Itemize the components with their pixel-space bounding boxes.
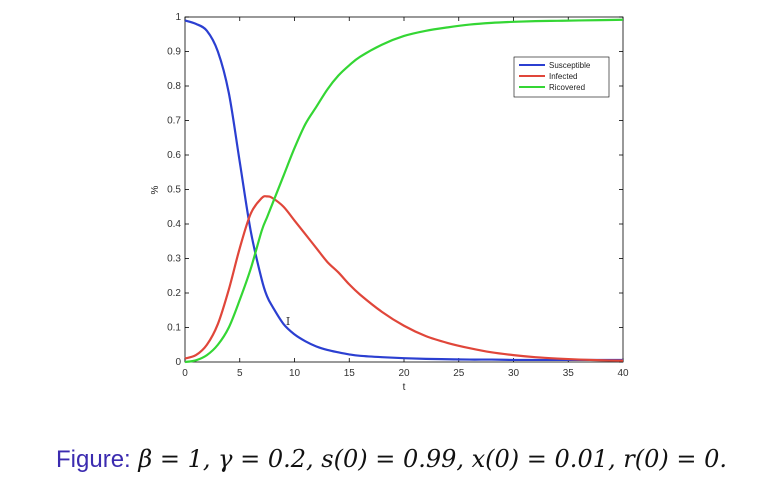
x-axis-label: t bbox=[403, 382, 406, 393]
y-tick-label: 0.4 bbox=[167, 219, 181, 230]
x-tick-label: 20 bbox=[398, 368, 410, 379]
x-tick-label: 0 bbox=[182, 368, 188, 379]
series-layer bbox=[184, 18, 624, 364]
x-tick-label: 10 bbox=[289, 368, 301, 379]
figure-caption: Figure: β = 1, γ = 0.2, s(0) = 0.99, x(0… bbox=[0, 445, 783, 474]
caption-label: Figure: bbox=[56, 446, 131, 473]
legend-label-infected: Infected bbox=[549, 72, 577, 81]
y-tick-label: 0 bbox=[175, 357, 181, 368]
y-tick-label: 1 bbox=[175, 12, 181, 23]
y-tick-label: 0.1 bbox=[167, 323, 181, 334]
series-line-ricovered bbox=[184, 18, 624, 364]
sir-line-chart: 0 5 10 15 20 25 30 35 40 00.10.20.30.40.50.60.70… bbox=[150, 12, 629, 393]
y-tick-label: 0.5 bbox=[167, 185, 181, 196]
x-tick-label: 40 bbox=[617, 368, 629, 379]
x-tick-label: 5 bbox=[237, 368, 243, 379]
series-line-infected bbox=[184, 195, 624, 362]
y-tick-label: 0.8 bbox=[167, 81, 181, 92]
caption-text: β = 1, γ = 0.2, s(0) = 0.99, x(0) = 0.01… bbox=[138, 445, 727, 473]
y-tick-label: 0.9 bbox=[167, 47, 181, 58]
x-tick-label: 25 bbox=[453, 368, 465, 379]
y-tick-label: 0.3 bbox=[167, 254, 181, 265]
cursor-annotation: I bbox=[286, 315, 290, 328]
y-tick-label: 0.7 bbox=[167, 116, 181, 127]
series-line-susceptible bbox=[184, 19, 623, 362]
y-axis-label: % bbox=[150, 185, 161, 194]
y-axis-ticks: 0 0.1 0.2 0.3 0.4 0.5 0.6 0.7 0.8 0.9 1 bbox=[167, 12, 623, 368]
y-tick-label: 0.6 bbox=[167, 150, 181, 161]
legend-label-susceptible: Susceptible bbox=[549, 61, 591, 70]
y-tick-label: 0.2 bbox=[167, 288, 181, 299]
x-tick-label: 30 bbox=[508, 368, 520, 379]
x-tick-label: 35 bbox=[563, 368, 575, 379]
x-tick-label: 15 bbox=[344, 368, 356, 379]
legend-label-ricovered: Ricovered bbox=[549, 83, 585, 92]
legend: Susceptible Infected Ricovered bbox=[513, 56, 610, 98]
x-axis-ticks: 0 5 10 15 20 25 30 35 40 bbox=[182, 17, 629, 379]
